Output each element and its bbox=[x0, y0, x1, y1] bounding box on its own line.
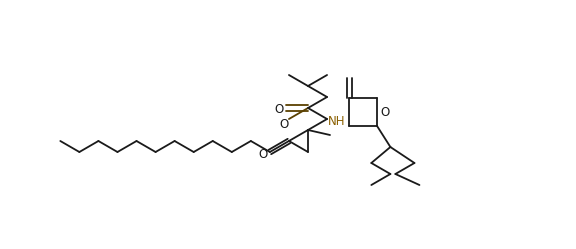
Text: O: O bbox=[274, 103, 283, 116]
Text: O: O bbox=[380, 106, 390, 119]
Text: O: O bbox=[258, 147, 267, 161]
Text: O: O bbox=[279, 118, 289, 130]
Text: NH: NH bbox=[328, 115, 346, 127]
